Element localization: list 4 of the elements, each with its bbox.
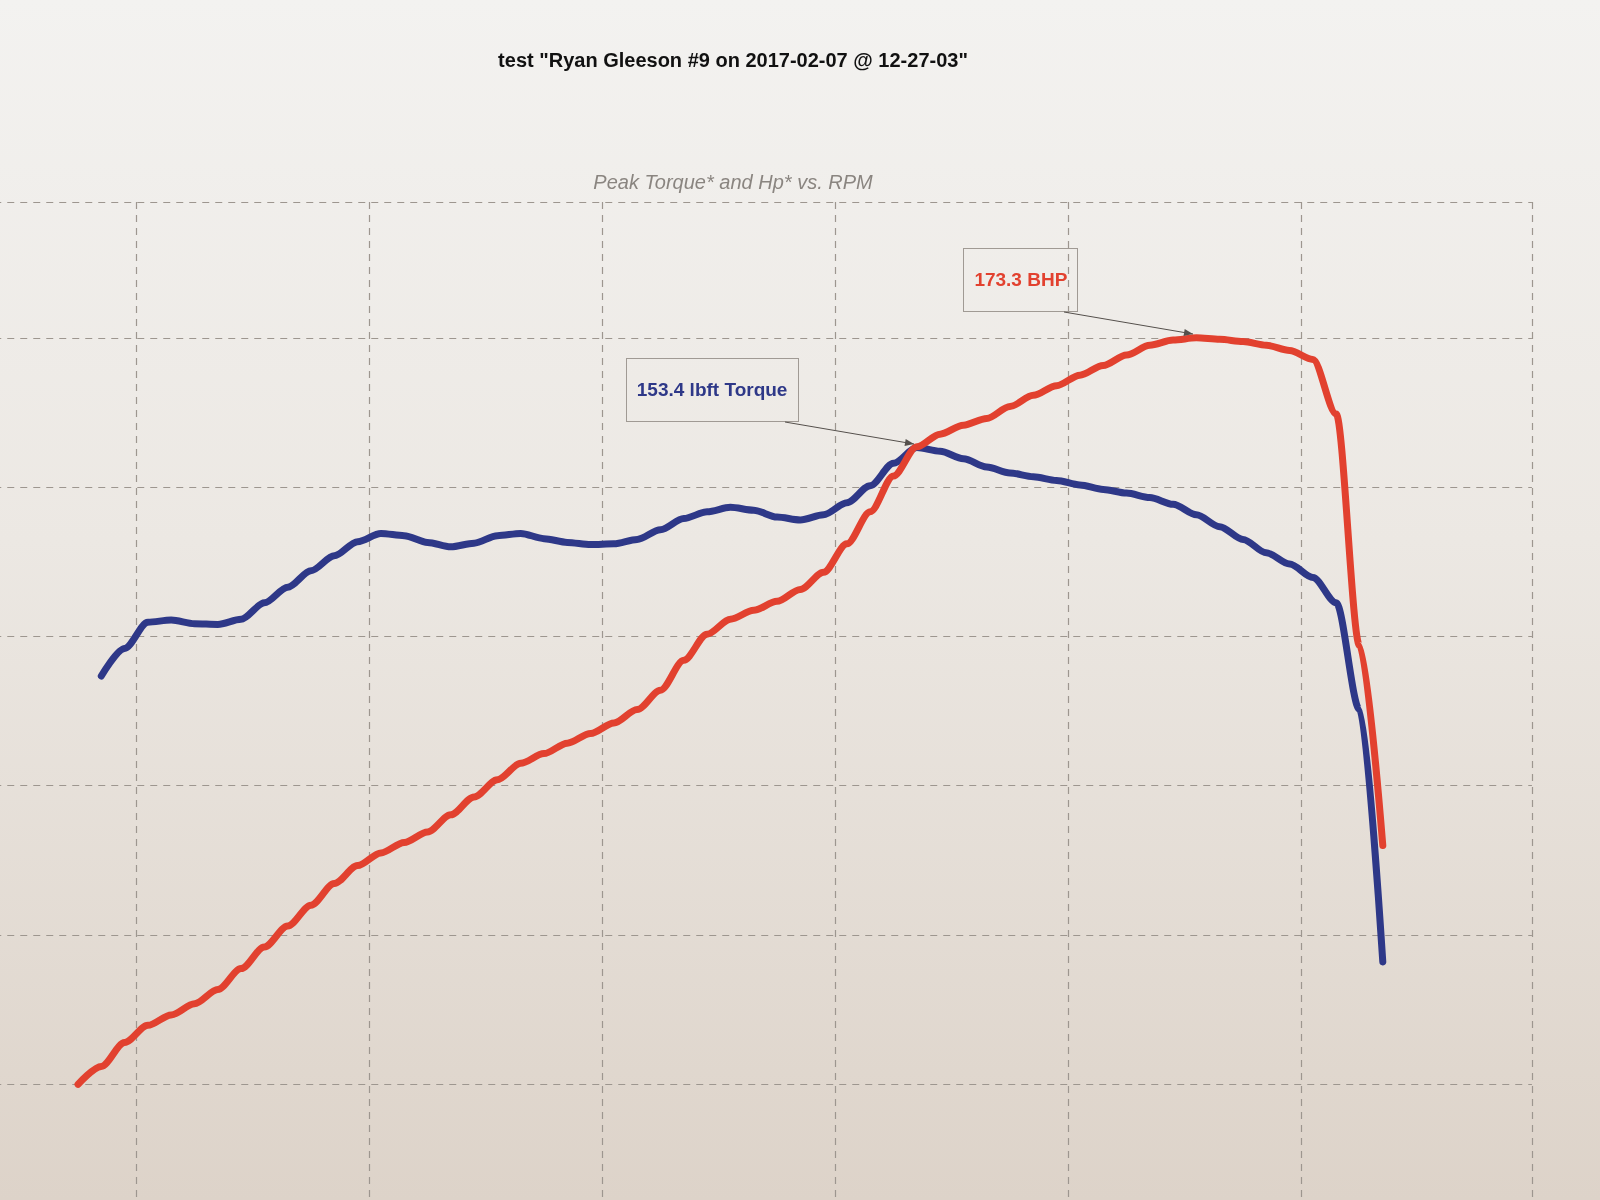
annotation: 153.4 lbft Torque (636, 378, 788, 401)
chart-subtitle: Peak Torque* and Hp* vs. RPM (592, 171, 874, 194)
text: 173.3 BHP (974, 268, 1068, 291)
chart-title: test "Ryan Gleeson #9 on 2017-02-07 @ 12-27-03" (497, 49, 969, 72)
